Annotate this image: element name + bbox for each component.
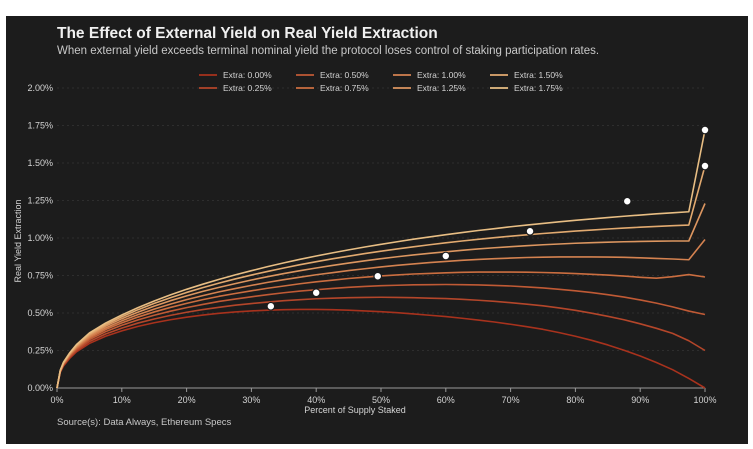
y-tick-label: 0.50% — [27, 308, 53, 318]
chart-subtitle: When external yield exceeds terminal nom… — [57, 45, 600, 57]
legend-label: Extra: 1.25% — [417, 83, 466, 93]
y-tick-label: 1.25% — [27, 196, 53, 206]
x-tick-label: 40% — [307, 395, 325, 405]
series-line-0 — [56, 308, 706, 389]
peak-marker-5 — [622, 196, 632, 206]
series-lines — [56, 129, 706, 389]
x-axis-title: Percent of Supply Staked — [304, 405, 406, 415]
source-note: Source(s): Data Always, Ethereum Specs — [57, 417, 232, 428]
peak-marker-6 — [700, 161, 710, 171]
peak-marker-0 — [266, 301, 276, 311]
legend-label: Extra: 1.75% — [514, 83, 563, 93]
x-tick-label: 60% — [437, 395, 455, 405]
chart-title: The Effect of External Yield on Real Yie… — [57, 25, 438, 42]
y-tick-label: 2.00% — [27, 83, 53, 93]
x-tick-label: 10% — [113, 395, 131, 405]
y-tick-label: 1.75% — [27, 121, 53, 131]
x-tick-label: 100% — [693, 395, 716, 405]
series-line-3 — [56, 271, 706, 389]
x-tick-label: 30% — [242, 395, 260, 405]
x-tick-label: 80% — [566, 395, 584, 405]
legend-label: Extra: 1.00% — [417, 70, 466, 80]
peak-marker-1 — [311, 288, 321, 298]
y-tick-label: 1.00% — [27, 233, 53, 243]
x-tick-label: 90% — [631, 395, 649, 405]
x-tick-label: 0% — [50, 395, 63, 405]
series-line-1 — [56, 296, 706, 389]
peak-marker-2 — [373, 271, 383, 281]
legend-label: Extra: 1.50% — [514, 70, 563, 80]
axes: 0.00% 0.25% 0.50% 0.75% 1.00% 1.25% 1.50% 1.75%… — [27, 83, 716, 405]
legend-label: Extra: 0.50% — [320, 70, 369, 80]
x-tick-label: 50% — [372, 395, 390, 405]
peak-marker-7 — [700, 125, 710, 135]
chart-card: The Effect of External Yield on Real Yie… — [6, 16, 748, 444]
x-tick-label: 20% — [178, 395, 196, 405]
series-line-5 — [56, 203, 706, 389]
gridlines — [57, 87, 705, 351]
y-axis-title: Real Yield Extraction — [13, 199, 23, 282]
y-tick-label: 0.75% — [27, 271, 53, 281]
peak-markers — [266, 125, 710, 311]
legend-label: Extra: 0.75% — [320, 83, 369, 93]
y-tick-label: 0.00% — [27, 383, 53, 393]
x-tick-label: 70% — [502, 395, 520, 405]
y-tick-label: 0.25% — [27, 346, 53, 356]
legend: Extra: 0.00% Extra: 0.25% Extra: 0.50% Extr… — [199, 70, 563, 93]
y-tick-label: 1.50% — [27, 158, 53, 168]
peak-marker-3 — [441, 251, 451, 261]
series-line-6 — [56, 165, 706, 389]
legend-label: Extra: 0.25% — [223, 83, 272, 93]
legend-label: Extra: 0.00% — [223, 70, 272, 80]
series-line-7 — [56, 129, 706, 389]
line-chart: 0.00% 0.25% 0.50% 0.75% 1.00% 1.25% 1.50% 1.75%… — [13, 70, 717, 415]
series-line-2 — [56, 283, 706, 389]
series-line-4 — [56, 239, 706, 389]
peak-marker-4 — [525, 226, 535, 236]
